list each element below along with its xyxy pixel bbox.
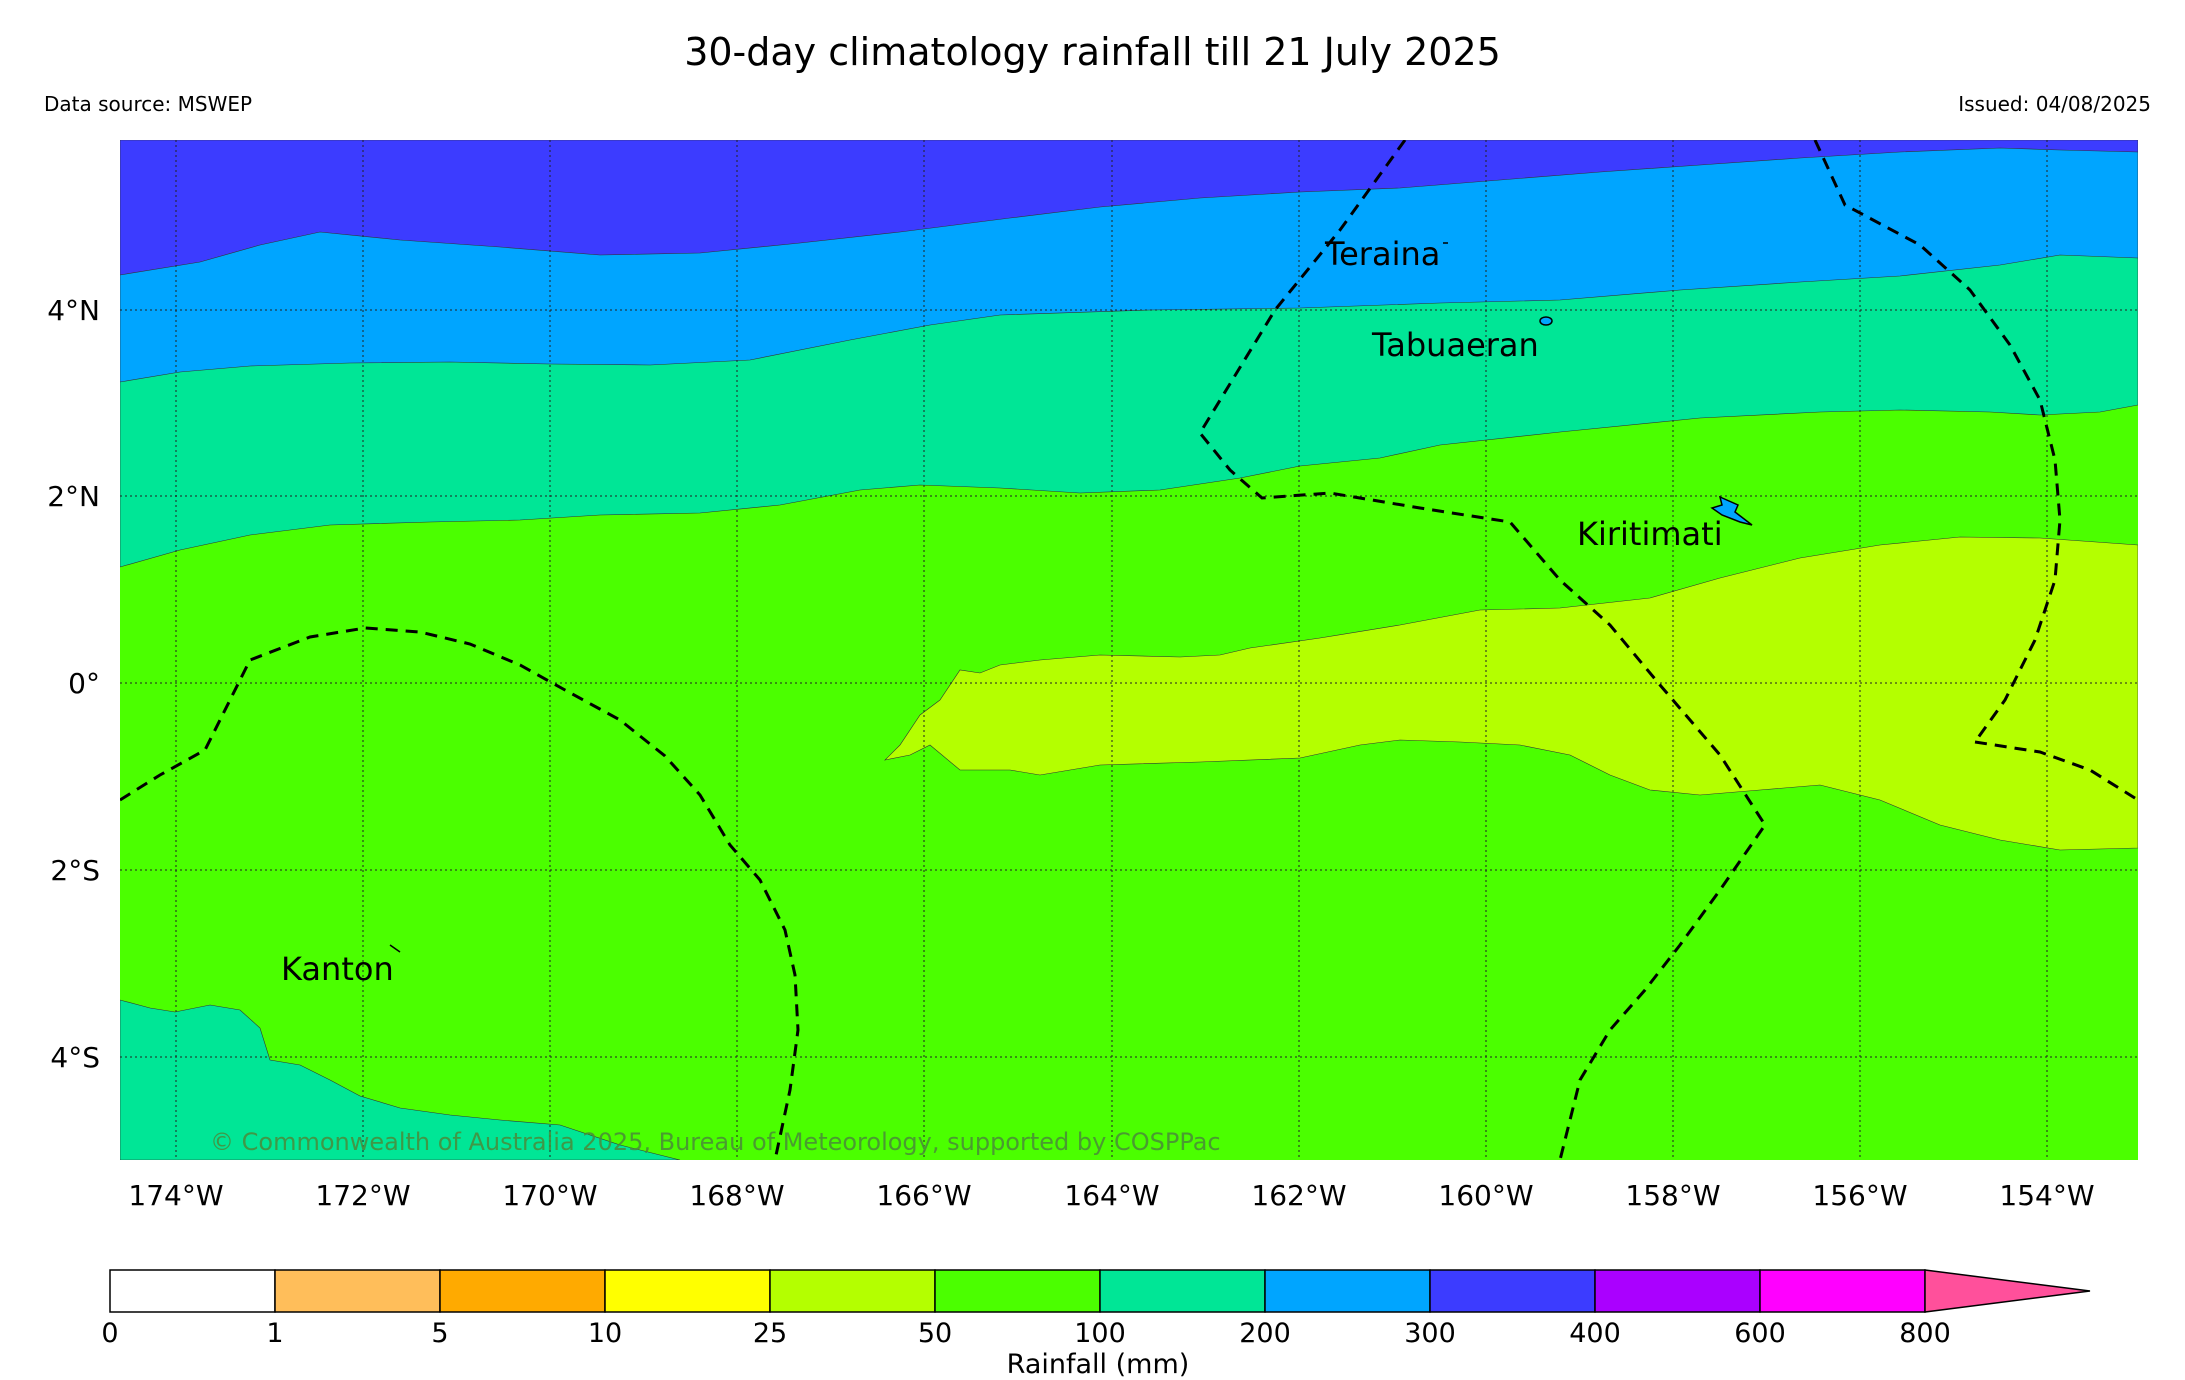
islands bbox=[1539, 316, 1753, 526]
tabuaeran-island bbox=[1539, 316, 1553, 326]
colorbar-tick: 0 bbox=[101, 1318, 118, 1349]
rain-band-25-50 bbox=[884, 536, 2138, 851]
colorbar-segment bbox=[274, 1269, 441, 1313]
lat-tick: 4°S bbox=[50, 1041, 100, 1074]
colorbar-segment bbox=[1429, 1269, 1596, 1313]
lon-tick: 168°W bbox=[689, 1179, 784, 1212]
colorbar-segment bbox=[439, 1269, 606, 1313]
map-area: Teraina Tabuaeran Kiritimati Kanton © Co… bbox=[120, 140, 2138, 1160]
kanton-island bbox=[389, 944, 401, 953]
colorbar-tick: 50 bbox=[918, 1318, 952, 1349]
rain-band-100-200-southwest bbox=[120, 999, 681, 1160]
colorbar-tick: 25 bbox=[753, 1318, 787, 1349]
colorbar-segment bbox=[1759, 1269, 1926, 1313]
lon-tick: 162°W bbox=[1251, 1179, 1346, 1212]
colorbar-segment bbox=[1099, 1269, 1266, 1313]
copyright-notice: © Commonwealth of Australia 2025, Bureau… bbox=[210, 1128, 1221, 1156]
lon-tick: 160°W bbox=[1438, 1179, 1533, 1212]
map-title: 30-day climatology rainfall till 21 July… bbox=[684, 30, 1501, 74]
lon-tick: 174°W bbox=[128, 1179, 223, 1212]
place-label-kiritimati: Kiritimati bbox=[1577, 515, 1723, 553]
lon-tick: 172°W bbox=[315, 1179, 410, 1212]
lon-tick: 170°W bbox=[502, 1179, 597, 1212]
lon-tick: 166°W bbox=[876, 1179, 971, 1212]
colorbar-tick: 200 bbox=[1239, 1318, 1291, 1349]
colorbar-tick: 800 bbox=[1899, 1318, 1951, 1349]
longitude-ticks: 174°W 172°W 170°W 168°W 166°W 164°W 162°… bbox=[128, 1179, 2094, 1212]
colorbar-tick: 300 bbox=[1404, 1318, 1456, 1349]
lat-tick: 0° bbox=[68, 667, 100, 700]
colorbar-segment bbox=[934, 1269, 1101, 1313]
graticule bbox=[120, 140, 2138, 1160]
colorbar-tick: 400 bbox=[1569, 1318, 1621, 1349]
lat-tick: 2°N bbox=[47, 480, 100, 513]
place-label-teraina: Teraina bbox=[1324, 235, 1440, 273]
colorbar-segments bbox=[109, 1269, 2091, 1313]
colorbar-segment bbox=[1264, 1269, 1431, 1313]
latitude-ticks: 4°N 2°N 0° 2°S 4°S bbox=[47, 294, 100, 1074]
colorbar-segment bbox=[1594, 1269, 1761, 1313]
colorbar-tick: 10 bbox=[588, 1318, 622, 1349]
rain-band-300-400 bbox=[120, 140, 2138, 276]
issued-date-label: Issued: 04/08/2025 bbox=[1958, 92, 2151, 116]
colorbar-segment bbox=[769, 1269, 936, 1313]
colorbar-title: Rainfall (mm) bbox=[1007, 1349, 1190, 1380]
colorbar-tick-labels: 0 1 5 10 25 50 100 200 300 400 600 800 bbox=[101, 1318, 1950, 1349]
colorbar-extend-arrow bbox=[1924, 1269, 2091, 1313]
lon-tick: 164°W bbox=[1064, 1179, 1159, 1212]
colorbar-tick: 600 bbox=[1734, 1318, 1786, 1349]
place-label-kanton: Kanton bbox=[281, 950, 394, 988]
lat-tick: 2°S bbox=[50, 854, 100, 887]
eez-boundaries bbox=[120, 140, 2138, 1160]
lon-tick: 154°W bbox=[1999, 1179, 2094, 1212]
lat-tick: 4°N bbox=[47, 294, 100, 327]
colorbar-segment bbox=[109, 1269, 276, 1313]
place-label-tabuaeran: Tabuaeran bbox=[1371, 326, 1539, 364]
colorbar: 0 1 5 10 25 50 100 200 300 400 600 800 Rainfall (mm… bbox=[101, 1269, 2091, 1380]
colorbar-tick: 1 bbox=[266, 1318, 283, 1349]
lon-tick: 158°W bbox=[1625, 1179, 1720, 1212]
kiritimati-island bbox=[1710, 495, 1753, 526]
colorbar-tick: 100 bbox=[1074, 1318, 1126, 1349]
colorbar-segment bbox=[604, 1269, 771, 1313]
lon-tick: 156°W bbox=[1812, 1179, 1907, 1212]
data-source-label: Data source: MSWEP bbox=[44, 92, 253, 116]
colorbar-tick: 5 bbox=[431, 1318, 448, 1349]
